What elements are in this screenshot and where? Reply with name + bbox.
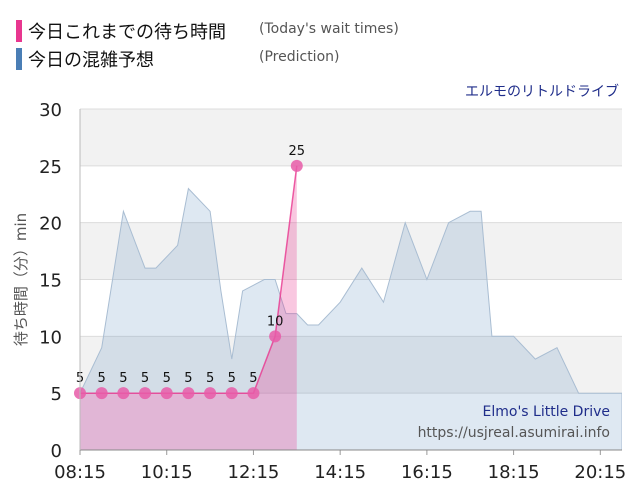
x-tick-label: 12:15 <box>228 462 280 483</box>
legend-actual-swatch <box>16 20 22 42</box>
actual-point-label: 25 <box>289 144 306 159</box>
actual-point-label: 5 <box>141 371 149 386</box>
plot-band <box>80 109 622 166</box>
legend-prediction-swatch <box>16 48 22 70</box>
legend-prediction-sub: (Prediction) <box>259 49 340 65</box>
x-tick-label: 08:15 <box>54 462 106 483</box>
plot-band <box>80 165 622 223</box>
y-axis-title: 待ち時間（分）min <box>12 213 30 346</box>
legend-actual-label: 今日これまでの待ち時間 <box>28 22 226 43</box>
watermark-url: https://usjreal.asumirai.info <box>418 425 610 441</box>
x-tick-label: 14:15 <box>314 462 366 483</box>
plot-axes: 0 5 10 15 20 25 30 08:15 10:15 12:15 14:15 16:15 18:… <box>12 100 626 483</box>
plot-band <box>80 393 622 450</box>
actual-point-label: 5 <box>119 371 127 386</box>
actual-point-label: 5 <box>206 371 214 386</box>
actual-point <box>139 387 152 400</box>
attraction-name: エルモのリトルドライブ <box>465 83 619 100</box>
actual-point <box>269 330 282 343</box>
y-tick-label: 30 <box>39 100 62 121</box>
legend: 今日これまでの待ち時間 (Today's wait times) 今日の混雑予想… <box>16 18 616 74</box>
plot-band <box>80 279 622 337</box>
y-tick-label: 5 <box>51 384 62 405</box>
plot-series <box>80 165 622 450</box>
y-tick-label: 15 <box>39 271 62 292</box>
y-tick-label: 20 <box>39 214 62 235</box>
legend-actual-sub: (Today's wait times) <box>259 21 399 37</box>
actual-point-label: 5 <box>163 371 171 386</box>
legend-actual: 今日これまでの待ち時間 (Today's wait times) <box>16 18 616 46</box>
watermark-name: Elmo's Little Drive <box>483 404 610 420</box>
actual-point <box>160 387 173 400</box>
actual-point <box>117 387 130 400</box>
actual-point-label: 5 <box>228 371 236 386</box>
actual-point <box>247 387 260 400</box>
legend-prediction: 今日の混雑予想 (Prediction) <box>16 46 616 74</box>
plot-bands <box>80 109 622 450</box>
x-tick-label: 18:15 <box>488 462 540 483</box>
prediction-area <box>80 187 622 450</box>
x-tick-label: 20:15 <box>574 462 626 483</box>
actual-point-label: 5 <box>98 371 106 386</box>
actual-point <box>182 387 195 400</box>
actual-point <box>95 387 108 400</box>
legend-prediction-label: 今日の混雑予想 <box>28 50 154 71</box>
actual-point <box>225 387 238 400</box>
y-tick-label: 0 <box>51 441 62 462</box>
actual-area <box>80 165 297 450</box>
plot-band <box>80 222 622 280</box>
x-tick-label: 10:15 <box>141 462 193 483</box>
actual-point <box>290 159 303 172</box>
actual-point-label: 5 <box>249 371 257 386</box>
actual-point-label: 5 <box>184 371 192 386</box>
y-tick-label: 25 <box>39 157 62 178</box>
actual-point-label: 10 <box>267 314 284 329</box>
y-tick-label: 10 <box>39 327 62 348</box>
plot-band <box>80 336 622 394</box>
x-tick-label: 16:15 <box>401 462 453 483</box>
actual-point <box>204 387 217 400</box>
